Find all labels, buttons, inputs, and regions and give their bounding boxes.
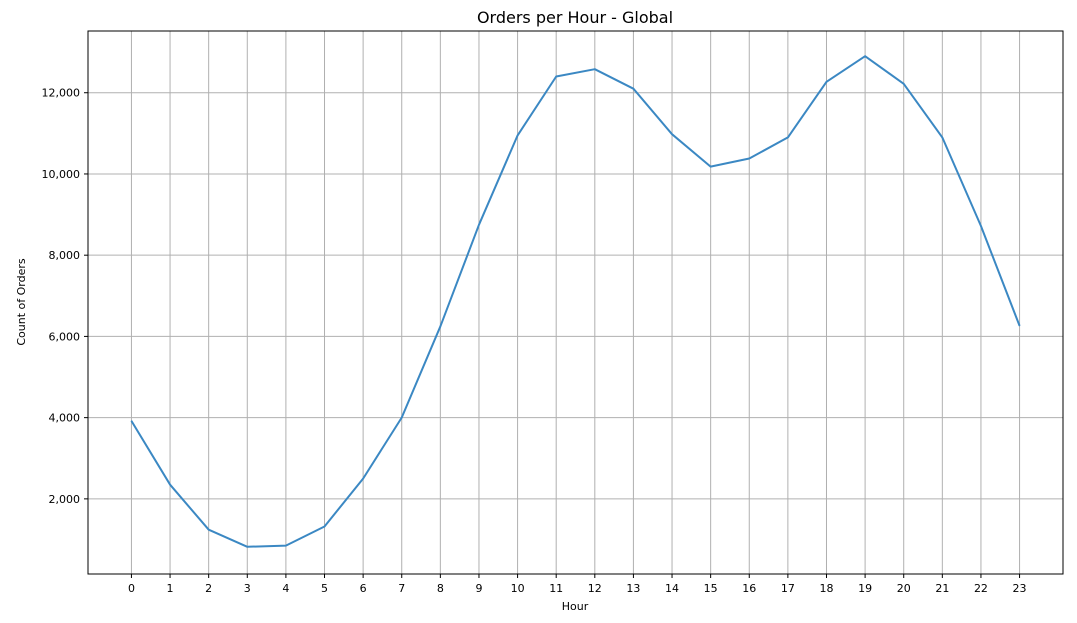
x-tick-label: 14 bbox=[665, 582, 679, 595]
data-point bbox=[903, 83, 905, 85]
data-point bbox=[130, 420, 132, 422]
data-point bbox=[825, 81, 827, 83]
data-point bbox=[710, 166, 712, 168]
y-tick-label: 6,000 bbox=[49, 330, 81, 343]
x-axis-label: Hour bbox=[562, 600, 589, 613]
data-point bbox=[594, 68, 596, 70]
y-axis: 2,000 4,000 6,000 8,000 10,000 12,000 bbox=[42, 87, 88, 506]
x-tick-label: 11 bbox=[549, 582, 563, 595]
x-tick-label: 0 bbox=[128, 582, 135, 595]
data-point bbox=[748, 158, 750, 160]
data-point bbox=[478, 224, 480, 226]
data-point bbox=[864, 55, 866, 57]
data-point bbox=[285, 545, 287, 547]
x-tick-label: 23 bbox=[1013, 582, 1027, 595]
x-tick-label: 6 bbox=[360, 582, 367, 595]
y-tick-label: 4,000 bbox=[49, 412, 81, 425]
data-point bbox=[517, 134, 519, 136]
x-tick-label: 15 bbox=[704, 582, 718, 595]
data-point bbox=[401, 417, 403, 419]
data-point bbox=[787, 136, 789, 138]
x-tick-label: 19 bbox=[858, 582, 872, 595]
x-tick-label: 17 bbox=[781, 582, 795, 595]
x-axis: 0 1 2 3 4 5 6 7 8 9 10 11 12 13 14 15 16 17 18 19 20 21 22 23 bbox=[128, 574, 1027, 595]
data-point bbox=[555, 75, 557, 77]
plot-frame bbox=[87, 30, 1064, 575]
x-tick-label: 22 bbox=[974, 582, 988, 595]
chart-title: Orders per Hour - Global bbox=[477, 8, 673, 27]
data-point bbox=[169, 484, 171, 486]
x-tick-label: 5 bbox=[321, 582, 328, 595]
data-point bbox=[1019, 325, 1021, 327]
data-point bbox=[980, 225, 982, 227]
x-tick-label: 4 bbox=[282, 582, 289, 595]
x-tick-label: 1 bbox=[167, 582, 174, 595]
data-point bbox=[208, 529, 210, 531]
x-tick-label: 2 bbox=[205, 582, 212, 595]
data-point bbox=[941, 136, 943, 138]
x-tick-label: 10 bbox=[511, 582, 525, 595]
x-tick-label: 13 bbox=[626, 582, 640, 595]
y-axis-label: Count of Orders bbox=[15, 258, 28, 346]
x-tick-label: 20 bbox=[897, 582, 911, 595]
data-point bbox=[439, 325, 441, 327]
x-tick-label: 12 bbox=[588, 582, 602, 595]
data-point bbox=[324, 525, 326, 527]
data-point bbox=[362, 478, 364, 480]
x-tick-label: 21 bbox=[935, 582, 949, 595]
series-line bbox=[130, 55, 1021, 548]
series-layer bbox=[130, 55, 1021, 548]
x-tick-label: 7 bbox=[398, 582, 405, 595]
x-tick-label: 16 bbox=[742, 582, 756, 595]
data-point bbox=[632, 88, 634, 90]
y-tick-label: 10,000 bbox=[42, 168, 81, 181]
grid-lines bbox=[88, 31, 1063, 574]
y-tick-label: 8,000 bbox=[49, 249, 81, 262]
x-tick-label: 9 bbox=[475, 582, 482, 595]
data-point bbox=[246, 546, 248, 548]
x-tick-label: 8 bbox=[437, 582, 444, 595]
x-tick-label: 3 bbox=[244, 582, 251, 595]
y-tick-label: 2,000 bbox=[49, 493, 81, 506]
x-tick-label: 18 bbox=[819, 582, 833, 595]
data-point bbox=[671, 133, 673, 135]
y-tick-label: 12,000 bbox=[42, 87, 81, 100]
